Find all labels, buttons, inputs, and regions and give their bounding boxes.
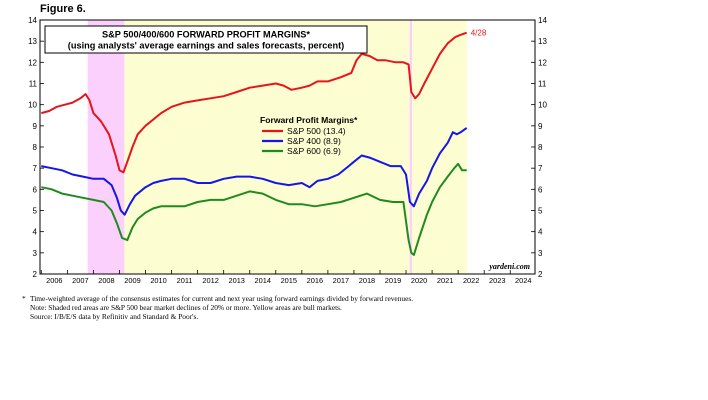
x-tick-label-2022: 2022 xyxy=(463,276,479,285)
series-line-sp400 xyxy=(41,127,468,216)
x-tick-label-2009: 2009 xyxy=(124,276,140,285)
footnote-line-2: Note: Shaded red areas are S&P 500 bear … xyxy=(30,303,342,312)
legend-label-sp500: S&P 500 (13.4) xyxy=(287,126,346,136)
x-tick-label-2011: 2011 xyxy=(177,276,193,285)
y-tick-label-right-12: 12 xyxy=(538,58,547,67)
x-tick-label-2012: 2012 xyxy=(202,276,218,285)
legend-label-sp600: S&P 600 (6.9) xyxy=(287,146,341,156)
background-layer xyxy=(40,20,535,274)
source-watermark: yardeni.com xyxy=(488,262,530,271)
x-tick-label-2019: 2019 xyxy=(385,276,401,285)
axes-layer: 2 2 3 3 4 4 5 5 6 6 7 7 8 8 9 9 10 10 11 11 12 12 13 13 14 14 2006… xyxy=(28,16,547,285)
chart-subtitle: (using analysts' average earnings and sa… xyxy=(68,41,344,51)
footnote-line-3: Source: I/B/E/S data by Refinitiv and St… xyxy=(30,312,199,321)
y-tick-label-right-4: 4 xyxy=(538,228,543,237)
series-line-sp500 xyxy=(41,31,468,174)
y-tick-label-right-7: 7 xyxy=(538,164,543,173)
x-tick-label-2021: 2021 xyxy=(437,276,453,285)
y-tick-label-left-13: 13 xyxy=(28,37,37,46)
y-tick-label-left-5: 5 xyxy=(33,207,38,216)
y-tick-label-right-8: 8 xyxy=(538,143,543,152)
bear-market-shade-2 xyxy=(409,20,413,274)
y-tick-label-left-3: 3 xyxy=(33,249,38,258)
y-tick-label-left-7: 7 xyxy=(33,164,38,173)
y-tick-label-left-9: 9 xyxy=(33,122,38,131)
y-tick-label-left-2: 2 xyxy=(33,270,38,279)
chart-title-box: S&P 500/400/600 FORWARD PROFIT MARGINS* … xyxy=(44,25,368,54)
y-tick-label-right-9: 9 xyxy=(538,122,543,131)
x-tick-label-2013: 2013 xyxy=(228,276,244,285)
x-tick-label-2010: 2010 xyxy=(150,276,166,285)
footnotes: * Time-weighted average of the consensus… xyxy=(22,294,590,321)
y-tick-label-right-13: 13 xyxy=(538,37,547,46)
figure-label: Figure 6. xyxy=(40,3,86,15)
y-tick-label-right-14: 14 xyxy=(538,16,547,25)
y-tick-label-left-14: 14 xyxy=(28,16,37,25)
y-tick-label-left-12: 12 xyxy=(28,58,37,67)
y-tick-label-left-10: 10 xyxy=(28,101,37,110)
y-tick-label-right-10: 10 xyxy=(538,101,547,110)
x-tick-label-2008: 2008 xyxy=(98,276,114,285)
legend-item-sp500: S&P 500 (13.4) xyxy=(262,126,346,136)
y-tick-label-right-2: 2 xyxy=(538,270,543,279)
x-tick-label-2014: 2014 xyxy=(255,276,271,285)
x-tick-label-2018: 2018 xyxy=(359,276,375,285)
x-tick-label-2015: 2015 xyxy=(281,276,297,285)
y-tick-label-left-4: 4 xyxy=(33,228,38,237)
bull-market-shade-1 xyxy=(124,20,410,274)
end-value-annotation: 4/28 xyxy=(471,29,487,38)
y-tick-label-right-3: 3 xyxy=(538,249,543,258)
y-tick-label-right-5: 5 xyxy=(538,207,543,216)
bear-market-shade-0 xyxy=(87,20,125,274)
y-tick-label-left-6: 6 xyxy=(33,185,38,194)
y-tick-label-right-11: 11 xyxy=(538,80,547,89)
footnote-line-1: Time-weighted average of the consensus e… xyxy=(30,294,414,303)
series-line-sp600 xyxy=(41,162,467,256)
y-tick-label-left-8: 8 xyxy=(33,143,38,152)
footnote-star: * xyxy=(22,294,26,303)
x-tick-label-2006: 2006 xyxy=(46,276,62,285)
x-tick-label-2020: 2020 xyxy=(411,276,427,285)
x-tick-label-2017: 2017 xyxy=(333,276,349,285)
legend-item-sp400: S&P 400 (8.9) xyxy=(262,136,341,146)
series-layer xyxy=(41,31,468,256)
legend: Forward Profit Margins* S&P 500 (13.4) S… xyxy=(260,115,358,156)
x-tick-label-2016: 2016 xyxy=(307,276,323,285)
y-tick-label-right-6: 6 xyxy=(538,185,543,194)
legend-item-sp600: S&P 600 (6.9) xyxy=(262,146,341,156)
x-tick-label-2023: 2023 xyxy=(489,276,505,285)
legend-title: Forward Profit Margins* xyxy=(260,115,358,125)
legend-label-sp400: S&P 400 (8.9) xyxy=(287,136,341,146)
y-tick-label-left-11: 11 xyxy=(29,80,38,89)
x-tick-label-2007: 2007 xyxy=(72,276,88,285)
x-tick-label-2024: 2024 xyxy=(515,276,531,285)
chart-title: S&P 500/400/600 FORWARD PROFIT MARGINS* xyxy=(102,30,310,40)
